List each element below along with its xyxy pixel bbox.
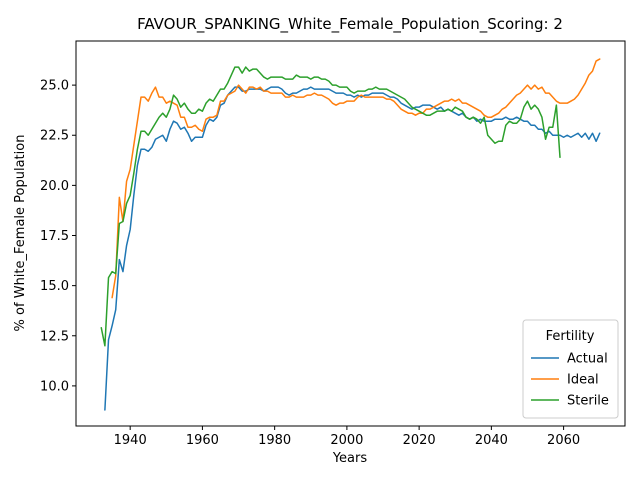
chart-title: FAVOUR_SPANKING_White_Female_Population_… [137, 15, 563, 34]
x-tick-label: 1960 [186, 433, 219, 448]
series-line-ideal [111, 58, 601, 299]
x-tick-label: 2000 [330, 433, 363, 448]
legend: Fertility Actual Ideal Sterile [522, 319, 619, 419]
y-tick-label: 12.5 [40, 329, 69, 344]
legend-title: Fertility [546, 329, 595, 344]
y-tick-label: 25.0 [40, 79, 69, 94]
legend-label-actual: Actual [567, 352, 608, 367]
x-tick-label: 1980 [258, 433, 291, 448]
series-line-actual [104, 86, 601, 411]
series-line-sterile [100, 66, 561, 347]
x-axis-label: Years [332, 451, 368, 466]
series-group [100, 58, 601, 411]
y-tick-label: 20.0 [40, 179, 69, 194]
legend-label-ideal: Ideal [567, 373, 599, 388]
plot-frame [75, 40, 626, 427]
y-tick-label: 15.0 [40, 279, 69, 294]
x-tick-label: 2060 [547, 433, 580, 448]
x-tick-label: 1940 [114, 433, 147, 448]
y-tick-label: 17.5 [40, 229, 69, 244]
legend-items: Actual Ideal Sterile [531, 352, 609, 409]
x-tick-label: 2020 [403, 433, 436, 448]
y-axis-label: % of White_Female Population [13, 135, 28, 332]
y-tick-label: 10.0 [40, 379, 69, 394]
y-tick-label: 22.5 [40, 129, 69, 144]
plot-area: 1940 1960 1980 2000 2020 2040 2060 10.0 12.5 15.… [40, 40, 626, 448]
y-axis: 10.0 12.5 15.0 17.5 20.0 22.5 25.0 [40, 79, 76, 394]
x-tick-label: 2040 [475, 433, 508, 448]
legend-label-sterile: Sterile [567, 394, 609, 409]
legend-box [522, 319, 619, 419]
x-axis: 1940 1960 1980 2000 2020 2040 2060 [114, 426, 580, 448]
